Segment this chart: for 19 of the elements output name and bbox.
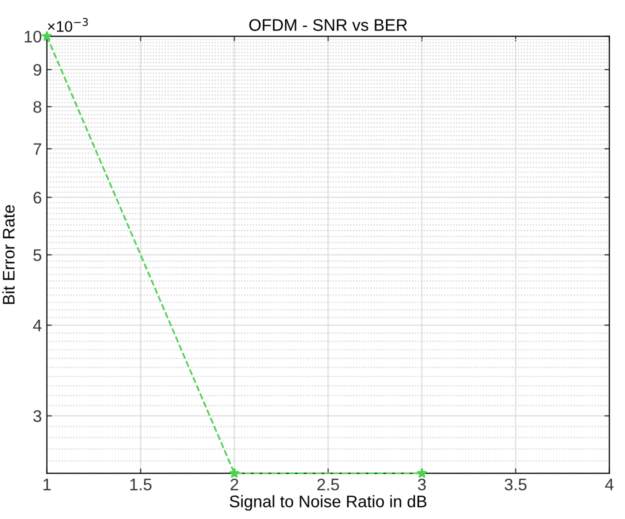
y-tick-label: 9 — [34, 64, 42, 76]
y-tick-label: 6 — [34, 192, 42, 204]
y-tick-label: 5 — [33, 249, 42, 262]
y-tick-label: 3 — [33, 410, 42, 422]
x-tick-label: 2.5 — [317, 478, 340, 490]
text: ×10$^{−3}$ — [48, 18, 88, 32]
x-tick-label: 3 — [418, 478, 426, 490]
y-tick-label: 8 — [33, 101, 42, 113]
chart-title: OFDM - SNR vs BER — [249, 19, 407, 31]
x-tick-label: 1.5 — [130, 478, 152, 490]
x-tick-label: 4 — [605, 478, 614, 490]
y-axis-title: Bit Error Rate — [2, 205, 15, 304]
y-tick-label: 7 — [34, 143, 42, 155]
y-tick-label: 10 — [24, 30, 42, 43]
x-tick-label: 3.5 — [504, 478, 527, 490]
x-tick-label: 2 — [230, 478, 238, 490]
y-tick-label: 4 — [33, 320, 42, 332]
x-axis-title: Signal to Noise Ratio in dB — [230, 495, 426, 511]
x-tick-label: 1 — [44, 478, 51, 490]
